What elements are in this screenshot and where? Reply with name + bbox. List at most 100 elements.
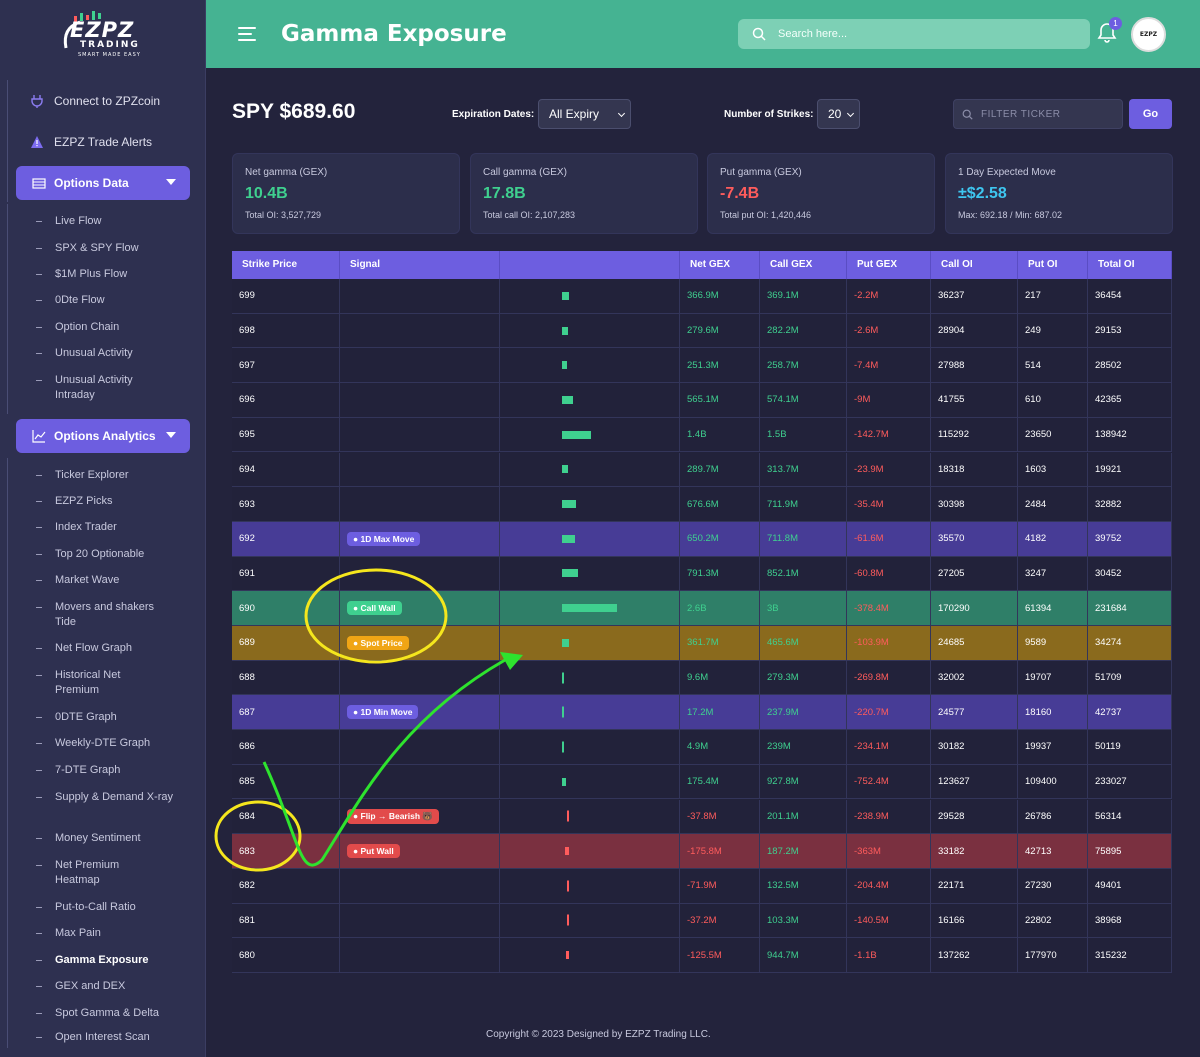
- sidebar-item-gex-dex[interactable]: GEX and DEX: [36, 979, 196, 994]
- table-row[interactable]: 691 791.3M 852.1M -60.8M 27205 3247 30452: [232, 556, 1172, 592]
- put-gex-cell: -752.4M: [847, 764, 931, 799]
- table-row[interactable]: 693 676.6M 711.9M -35.4M 30398 2484 32882: [232, 487, 1172, 522]
- call-oi-cell: 115292: [931, 417, 1018, 452]
- sidebar-item-spot-gamma-delta[interactable]: Spot Gamma & Delta: [36, 1006, 196, 1021]
- table-row[interactable]: 686 4.9M 239M -234.1M 30182 19937 50119: [232, 730, 1172, 765]
- put-gex-cell: -23.9M: [847, 452, 931, 487]
- table-row[interactable]: 695 1.4B 1.5B -142.7M 115292 23650 138942: [232, 417, 1172, 453]
- strikes-select[interactable]: 20: [817, 99, 860, 129]
- sidebar-item-spx-spy-flow[interactable]: SPX & SPY Flow: [36, 241, 196, 256]
- call-gex-cell: 313.7M: [760, 452, 847, 487]
- sidebar-item-net-flow-graph[interactable]: Net Flow Graph: [36, 641, 196, 656]
- sidebar-item-historical-net-premium[interactable]: Historical Net Premium: [36, 668, 146, 698]
- sidebar-item-supply-demand-xray[interactable]: Supply & Demand X-ray: [36, 790, 176, 805]
- table-row[interactable]: 687 ● 1D Min Move 17.2M 237.9M -220.7M 24577 1…: [232, 695, 1172, 731]
- table-row[interactable]: 685 175.4M 927.8M -752.4M 123627 109400 233027: [232, 764, 1172, 800]
- table-row[interactable]: 681 -37.2M 103.3M -140.5M 16166 22802 38968: [232, 903, 1172, 939]
- put-gex-cell: -378.4M: [847, 591, 931, 625]
- sidebar-item-unusual-activity[interactable]: Unusual Activity: [36, 346, 196, 361]
- filter-ticker-input[interactable]: FILTER TICKER: [953, 99, 1123, 129]
- column-header[interactable]: Strike Price: [232, 251, 340, 279]
- chevron-down-icon: [166, 432, 176, 438]
- table-row[interactable]: 684 ● Flip → Bearish 🐻 -37.8M 201.1M -238.9M…: [232, 799, 1172, 835]
- put-oi-cell: 19707: [1018, 660, 1088, 695]
- sidebar-item-unusual-activity-intraday[interactable]: Unusual Activity Intraday: [36, 373, 166, 403]
- plug-icon: [31, 95, 43, 108]
- strike-cell: 683: [232, 834, 340, 868]
- sidebar-item-gamma-exposure[interactable]: Gamma Exposure: [36, 953, 196, 968]
- signal-cell: ● Spot Price: [340, 626, 500, 660]
- table-row[interactable]: 690 ● Call Wall 2.6B 3B -378.4M 170290 61394 23…: [232, 591, 1172, 626]
- column-header[interactable]: Put GEX: [847, 251, 931, 279]
- table-row[interactable]: 696 565.1M 574.1M -9M 41755 610 42365: [232, 383, 1172, 418]
- search-box[interactable]: [738, 19, 1090, 49]
- table-row[interactable]: 699 366.9M 369.1M -2.2M 36237 217 36454: [232, 279, 1172, 314]
- table-row[interactable]: 683 ● Put Wall -175.8M 187.2M -363M 33182 4271…: [232, 834, 1172, 869]
- put-gex-cell: -61.6M: [847, 521, 931, 556]
- call-gex-cell: 239M: [760, 730, 847, 764]
- line-chart-icon: [32, 430, 46, 443]
- sidebar-item-ezpz-picks[interactable]: EZPZ Picks: [36, 494, 196, 509]
- column-header[interactable]: Signal: [340, 251, 500, 279]
- sidebar-item-live-flow[interactable]: Live Flow: [36, 214, 196, 229]
- sidebar-item-trade-alerts[interactable]: EZPZ Trade Alerts: [30, 135, 152, 149]
- put-gex-cell: -140.5M: [847, 903, 931, 938]
- sidebar-item-1m-plus-flow[interactable]: $1M Plus Flow: [36, 267, 196, 282]
- table-row[interactable]: 697 251.3M 258.7M -7.4M 27988 514 28502: [232, 348, 1172, 384]
- go-button[interactable]: Go: [1129, 99, 1172, 129]
- expiry-select[interactable]: All Expiry: [538, 99, 631, 129]
- gex-bar: [562, 465, 568, 474]
- table-row[interactable]: 682 -71.9M 132.5M -204.4M 22171 27230 49401: [232, 868, 1172, 904]
- put-gex-cell: -220.7M: [847, 695, 931, 730]
- brand-logo[interactable]: EZPZ TRADING SMART MADE EASY: [58, 8, 154, 62]
- sidebar-item-option-chain[interactable]: Option Chain: [36, 320, 196, 335]
- section-options-analytics[interactable]: Options Analytics: [16, 419, 190, 453]
- sidebar-item-ticker-explorer[interactable]: Ticker Explorer: [36, 468, 196, 483]
- search-input[interactable]: [778, 28, 1058, 40]
- gex-bar: [562, 741, 564, 753]
- call-oi-cell: 16166: [931, 903, 1018, 938]
- table-row[interactable]: 680 -125.5M 944.7M -1.1B 137262 177970 315232: [232, 938, 1172, 973]
- net-gex-cell: 361.7M: [680, 626, 760, 660]
- sidebar-item-index-trader[interactable]: Index Trader: [36, 520, 196, 535]
- net-gex-cell: -175.8M: [680, 834, 760, 868]
- sidebar-item-max-pain[interactable]: Max Pain: [36, 926, 196, 941]
- sidebar-item-market-wave[interactable]: Market Wave: [36, 573, 196, 588]
- section-options-data[interactable]: Options Data: [16, 166, 190, 200]
- sidebar-item-weekly-dte-graph[interactable]: Weekly-DTE Graph: [36, 736, 196, 751]
- sidebar-item-net-premium-heatmap[interactable]: Net Premium Heatmap: [36, 858, 146, 888]
- table-row[interactable]: 698 279.6M 282.2M -2.6M 28904 249 29153: [232, 313, 1172, 349]
- put-gex-cell: -2.2M: [847, 279, 931, 313]
- column-header[interactable]: Call GEX: [760, 251, 847, 279]
- put-oi-cell: 42713: [1018, 834, 1088, 868]
- sidebar-item-connect-zpzcoin[interactable]: Connect to ZPZcoin: [30, 94, 160, 108]
- sidebar-item-0dte-flow[interactable]: 0Dte Flow: [36, 293, 196, 308]
- section-label: Options Data: [54, 176, 129, 190]
- sidebar-item-put-call-ratio[interactable]: Put-to-Call Ratio: [36, 900, 196, 915]
- column-header[interactable]: [500, 251, 680, 279]
- table-row[interactable]: 689 ● Spot Price 361.7M 465.6M -103.9M 24685 9…: [232, 626, 1172, 661]
- table-header: Strike Price Signal Net GEX Call GEX Put GEX…: [232, 251, 1172, 279]
- section-label: Options Analytics: [54, 429, 156, 443]
- column-header[interactable]: Total OI: [1088, 251, 1172, 279]
- net-gex-cell: 175.4M: [680, 764, 760, 799]
- signal-cell: [340, 279, 500, 313]
- avatar[interactable]: EZPZ: [1131, 17, 1166, 52]
- sidebar-item-money-sentiment[interactable]: Money Sentiment: [36, 831, 196, 846]
- table-row[interactable]: 692 ● 1D Max Move 650.2M 711.8M -61.6M 35570 4…: [232, 521, 1172, 557]
- column-header[interactable]: Put OI: [1018, 251, 1088, 279]
- table-row[interactable]: 688 9.6M 279.3M -269.8M 32002 19707 51709: [232, 660, 1172, 696]
- sidebar-item-7-dte-graph[interactable]: 7-DTE Graph: [36, 763, 196, 778]
- sidebar-item-movers-shakers-tide[interactable]: Movers and shakers Tide: [36, 600, 166, 630]
- sidebar-item-0dte-graph[interactable]: 0DTE Graph: [36, 710, 196, 725]
- card-expected-move: 1 Day Expected Move ±$2.58 Max: 692.18 /…: [945, 153, 1173, 234]
- table-row[interactable]: 694 289.7M 313.7M -23.9M 18318 1603 19921: [232, 452, 1172, 488]
- sidebar-item-open-interest-scan[interactable]: Open Interest Scan: [36, 1030, 196, 1045]
- menu-toggle-icon[interactable]: [238, 27, 256, 41]
- call-gex-cell: 201.1M: [760, 799, 847, 834]
- card-net-gamma: Net gamma (GEX) 10.4B Total OI: 3,527,72…: [232, 153, 460, 234]
- gex-bar: [565, 951, 569, 960]
- column-header[interactable]: Call OI: [931, 251, 1018, 279]
- sidebar-item-top-20-optionable[interactable]: Top 20 Optionable: [36, 547, 196, 562]
- column-header[interactable]: Net GEX: [680, 251, 760, 279]
